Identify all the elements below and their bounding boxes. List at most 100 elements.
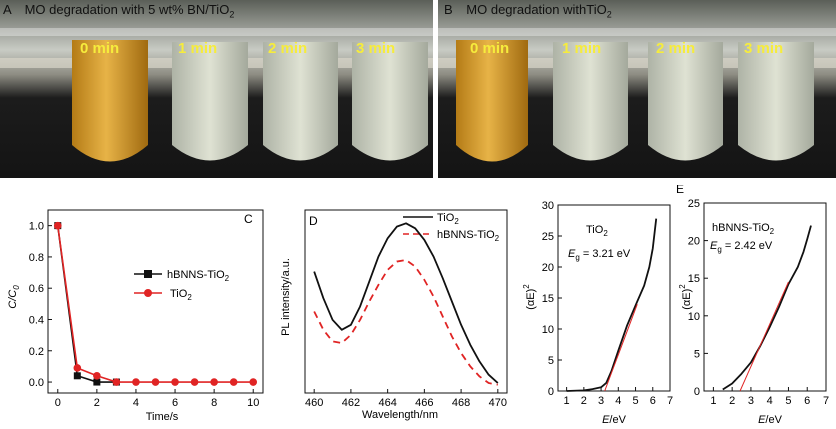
x-tick-label: 3 bbox=[748, 395, 754, 407]
chart-d-ylabel: PL intensity/a.u. bbox=[280, 258, 292, 336]
tube-b-label-3: 3 min bbox=[744, 40, 784, 57]
legend-c-hbnns: hBNNS-TiO2 bbox=[167, 269, 230, 283]
legend-c-tio2: TiO2 bbox=[170, 288, 192, 302]
y-tick-label: 15 bbox=[542, 293, 554, 305]
chart-t1-xlabel: E/eV bbox=[602, 414, 627, 426]
chart-t2-material: hBNNS-TiO2 bbox=[712, 222, 775, 236]
panel-b-letter: B bbox=[444, 2, 453, 17]
chart-t1-material: TiO2 bbox=[586, 224, 608, 238]
x-tick-label: 0 bbox=[55, 397, 61, 409]
y-tick-label: 10 bbox=[542, 324, 554, 336]
plot-frame bbox=[47, 209, 264, 394]
x-tick-label: 5 bbox=[785, 395, 791, 407]
x-tick-label: 10 bbox=[247, 397, 259, 409]
series-line-1 bbox=[313, 259, 498, 386]
data-point-circle bbox=[112, 378, 121, 386]
x-tick-label: 7 bbox=[823, 395, 829, 407]
plot-frame bbox=[304, 209, 508, 394]
chart-c-legend: hBNNS-TiO2 TiO2 bbox=[134, 269, 230, 302]
tube-b-1min bbox=[553, 42, 628, 161]
chart-t1-ylabel: (αE)2 bbox=[522, 284, 537, 310]
chart-c-xlabel: Time/s bbox=[146, 411, 179, 423]
legend-d-hbnns: hBNNS-TiO2 bbox=[437, 229, 500, 243]
y-tick-label: 30 bbox=[542, 200, 554, 212]
tube-b-label-1: 1 min bbox=[562, 40, 602, 57]
series-line-0 bbox=[313, 222, 499, 384]
chart-c: C Time/s C/C0 hBNNS-TiO2 TiO2 0 2 4 6 8 10 0.0… bbox=[7, 209, 264, 423]
y-tick-label: 15 bbox=[688, 273, 700, 285]
x-tick-label: 4 bbox=[133, 397, 139, 409]
panel-a-caption: MO degradation with 5 wt% BN/TiO2 bbox=[24, 2, 235, 20]
plot-frame bbox=[703, 202, 827, 392]
data-point-circle bbox=[93, 371, 101, 380]
tube-1min bbox=[172, 42, 248, 161]
x-tick-label: 460 bbox=[305, 397, 323, 409]
tube-b-label-2: 2 min bbox=[656, 40, 696, 57]
data-point-circle bbox=[190, 378, 199, 386]
chart-d-xlabel: Wavelength/nm bbox=[362, 409, 438, 421]
y-tick-label: 0 bbox=[694, 386, 700, 398]
tube-label-0: 0 min bbox=[80, 40, 120, 57]
data-point-circle bbox=[210, 378, 218, 386]
data-point-square bbox=[73, 372, 81, 380]
data-point-circle bbox=[132, 378, 140, 386]
x-tick-label: 1 bbox=[710, 395, 716, 407]
chart-tauc-hbnns: E (αE)2 E/eV hBNNS-TiO2 Eg = 2.42 eV 1 2 3… bbox=[676, 185, 829, 426]
y-tick-label: 0 bbox=[548, 386, 554, 398]
x-tick-label: 468 bbox=[452, 397, 470, 409]
tube-b-3min bbox=[738, 42, 814, 161]
chart-t2-xlabel: E/eV bbox=[758, 414, 783, 426]
y-tick-label: 0.2 bbox=[29, 346, 44, 358]
data-point-circle bbox=[229, 378, 238, 386]
tube-0min bbox=[72, 40, 148, 162]
y-tick-label: 5 bbox=[548, 355, 554, 367]
x-tick-label: 4 bbox=[767, 395, 773, 407]
chart-d-legend: TiO2 hBNNS-TiO2 bbox=[403, 212, 500, 243]
chart-t1-eg: Eg = 3.21 eV bbox=[568, 248, 631, 262]
panel-a: A MO degradation with 5 wt% BN/TiO2 0 mi… bbox=[0, 0, 433, 178]
chart-c-ylabel: C/C0 bbox=[7, 285, 21, 309]
chart-t2-eg: Eg = 2.42 eV bbox=[710, 240, 773, 254]
panel-b: B MO degradation withTiO2 0 min 1 min 2 … bbox=[438, 0, 836, 178]
chart-c-panel-letter: C bbox=[244, 212, 253, 226]
chart-tauc-tio2: (αE)2 E/eV TiO2 Eg = 3.21 eV 1 2 3 4 5 6 70510… bbox=[522, 200, 673, 426]
tube-b-2min bbox=[648, 42, 723, 161]
y-tick-label: 25 bbox=[542, 231, 554, 243]
x-tick-label: 5 bbox=[632, 395, 638, 407]
y-tick-label: 0.0 bbox=[29, 377, 44, 389]
series-line-0 bbox=[566, 218, 658, 392]
series-line-1 bbox=[739, 281, 789, 392]
data-point-circle bbox=[53, 221, 62, 230]
y-tick-label: 25 bbox=[688, 198, 700, 210]
tube-b-0min bbox=[456, 40, 528, 162]
tube-label-2: 2 min bbox=[268, 40, 308, 57]
panel-b-photo bbox=[438, 0, 836, 178]
series-line-1 bbox=[56, 225, 254, 383]
data-point-circle bbox=[151, 378, 160, 386]
legend-d-tio2: TiO2 bbox=[437, 212, 459, 226]
y-tick-label: 0.8 bbox=[29, 252, 44, 264]
y-tick-label: 20 bbox=[688, 236, 700, 248]
x-tick-label: 7 bbox=[667, 395, 673, 407]
x-tick-label: 6 bbox=[804, 395, 810, 407]
tube-3min bbox=[352, 42, 428, 161]
x-tick-label: 464 bbox=[378, 397, 396, 409]
x-tick-label: 2 bbox=[581, 395, 587, 407]
y-tick-label: 20 bbox=[542, 262, 554, 274]
data-point-square bbox=[93, 378, 101, 386]
x-tick-label: 4 bbox=[615, 395, 621, 407]
x-tick-label: 466 bbox=[415, 397, 433, 409]
tube-2min bbox=[263, 42, 338, 161]
y-tick-label: 0.4 bbox=[29, 314, 44, 326]
panel-b-caption: MO degradation withTiO2 bbox=[466, 2, 612, 20]
y-tick-label: 10 bbox=[688, 311, 700, 323]
chart-d-panel-letter: D bbox=[309, 214, 318, 228]
tube-label-1: 1 min bbox=[178, 40, 218, 57]
data-point-circle bbox=[249, 378, 258, 386]
x-tick-label: 8 bbox=[211, 397, 217, 409]
panel-a-letter: A bbox=[3, 2, 11, 17]
panel-a-photo bbox=[0, 0, 433, 178]
data-point-circle bbox=[171, 378, 179, 386]
x-tick-label: 6 bbox=[172, 397, 178, 409]
chart-t2-ylabel: (αE)2 bbox=[678, 284, 693, 310]
